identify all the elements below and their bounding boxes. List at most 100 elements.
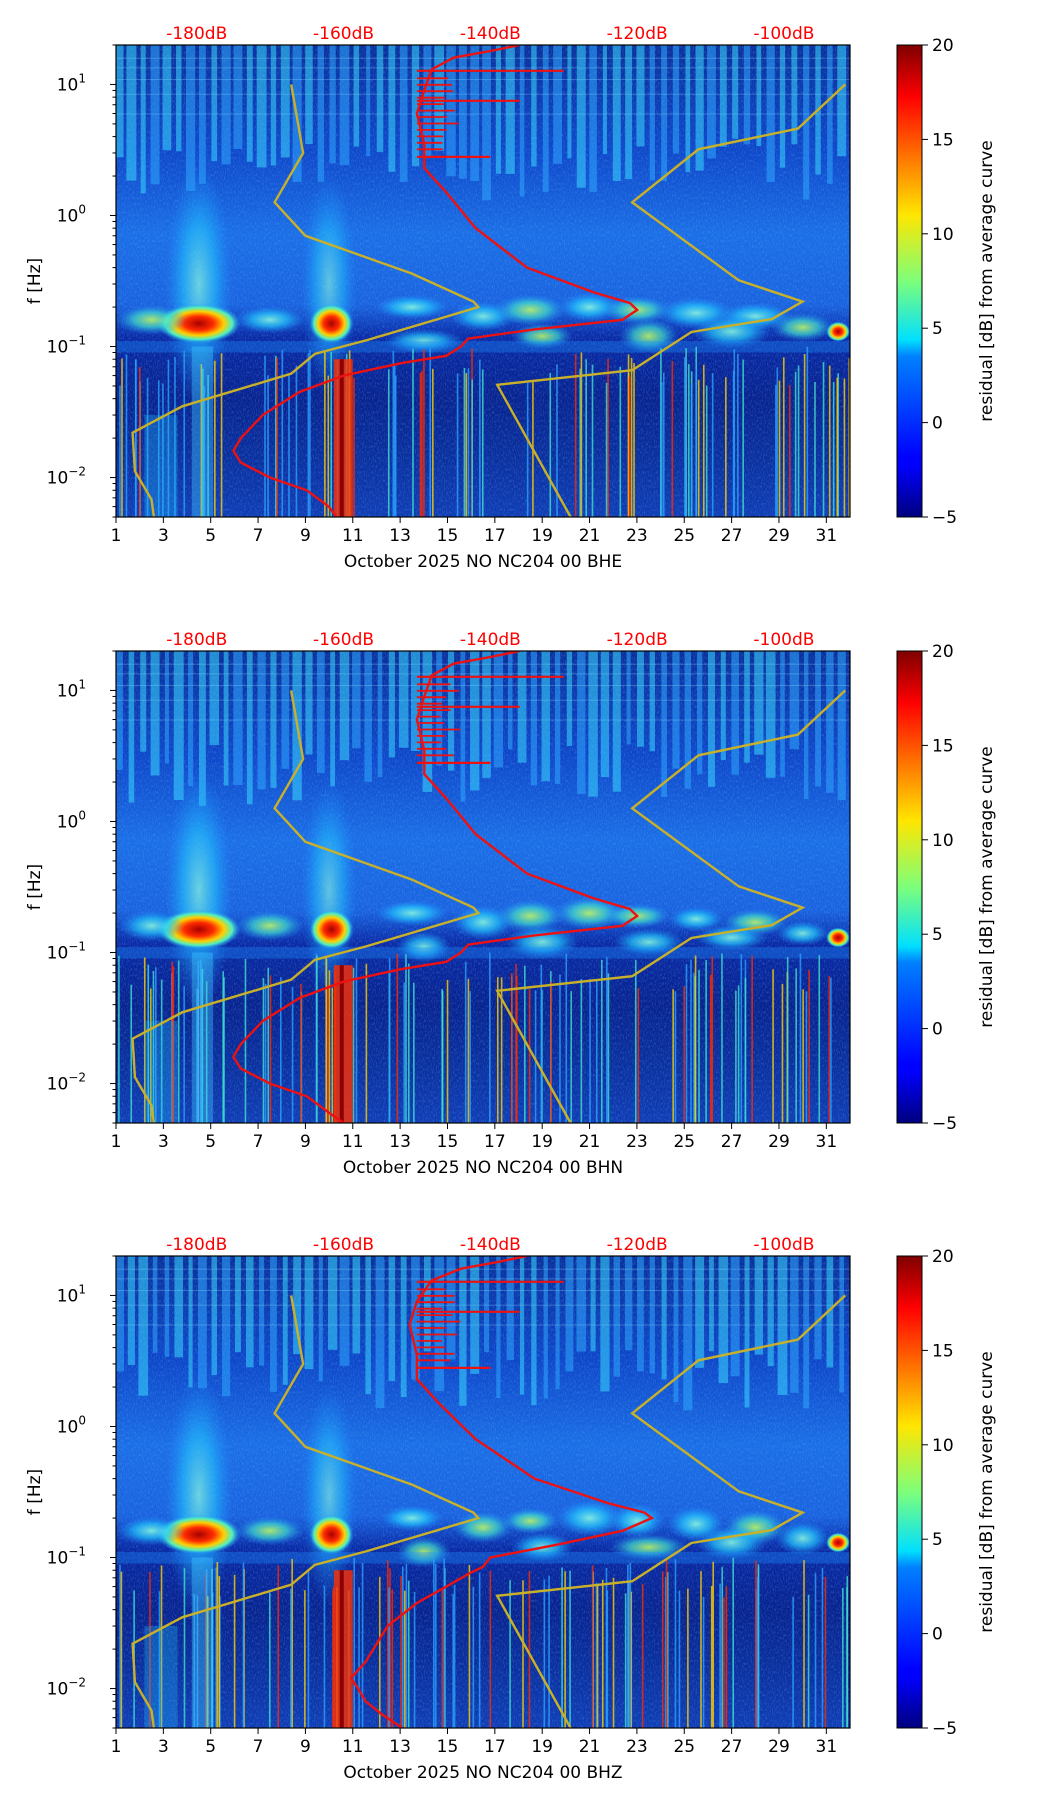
transient-spike <box>267 967 270 1123</box>
microseism-patch <box>453 1511 513 1544</box>
hf-line <box>116 1324 850 1326</box>
hf-streak <box>576 1256 587 1352</box>
hf-streak <box>140 45 146 194</box>
hf-streak <box>459 1256 467 1406</box>
transient-spike <box>665 1559 668 1728</box>
hf-streak <box>211 45 218 162</box>
transient-spike <box>661 1571 664 1728</box>
transient-spike <box>721 1567 724 1728</box>
transient-spike <box>244 958 247 1123</box>
transient-spike <box>528 989 531 1123</box>
transient-spike <box>400 1575 402 1728</box>
transient-spike <box>220 353 223 517</box>
transient-spike <box>591 1565 594 1728</box>
hf-streak <box>234 1256 241 1353</box>
transient-spike <box>167 359 170 517</box>
hf-streak <box>293 1256 302 1355</box>
hf-streak <box>470 651 480 791</box>
x-tick-label: 29 <box>768 526 790 546</box>
hf-line <box>116 1290 850 1292</box>
transient-spike <box>629 1562 632 1728</box>
transient-spike <box>697 379 700 517</box>
transient-spike <box>291 986 294 1123</box>
y-tick-label: 10−1 <box>47 1545 86 1569</box>
microseism-patch <box>618 318 679 354</box>
hf-streak <box>446 1256 456 1360</box>
transient-spike <box>211 1568 213 1728</box>
hf-streak <box>223 651 229 786</box>
transient-spike <box>737 985 740 1123</box>
transient-spike <box>316 955 318 1123</box>
hf-streak <box>754 651 764 755</box>
transient-spike <box>407 963 410 1123</box>
hf-streak <box>588 651 598 797</box>
transient-spike <box>803 1560 805 1728</box>
transient-spike <box>564 1571 566 1728</box>
transient-spike <box>818 955 821 1123</box>
db-top-label: -100dB <box>753 24 814 44</box>
colorbar-tick-label: −5 <box>932 508 957 528</box>
transient-spike <box>412 348 414 517</box>
hf-streak <box>482 45 491 201</box>
transient-spike <box>365 963 368 1123</box>
y-tick-label: 100 <box>57 202 86 226</box>
y-tick-exponent: −2 <box>68 1676 86 1690</box>
x-tick-label: 27 <box>721 1132 743 1152</box>
x-tick-label: 7 <box>253 526 264 546</box>
transient-spike <box>467 368 470 517</box>
microseism-patch <box>775 1521 830 1556</box>
hf-streak <box>162 45 172 151</box>
hf-line <box>116 1268 850 1270</box>
hf-line <box>116 93 850 95</box>
noise-plume <box>164 769 233 1010</box>
db-top-label: -100dB <box>753 1235 814 1255</box>
hf-streak <box>282 1256 288 1385</box>
hf-streak <box>626 651 631 745</box>
hf-streak <box>779 45 786 168</box>
transient-spike <box>674 991 677 1123</box>
transient-spike <box>423 349 425 517</box>
transient-spike <box>216 1562 219 1728</box>
transient-spike <box>387 369 390 517</box>
hf-streak <box>270 651 277 788</box>
transient-spike <box>606 956 608 1123</box>
hf-streak <box>541 651 550 782</box>
transient-spike <box>585 359 587 517</box>
db-top-label: -140dB <box>460 1235 521 1255</box>
transient-spike <box>441 1589 444 1728</box>
db-top-label: -120dB <box>607 630 668 650</box>
transient-spike <box>630 358 633 517</box>
transient-spike <box>471 379 473 517</box>
hf-streak <box>649 1256 655 1374</box>
hf-streak <box>246 45 253 162</box>
hf-streak <box>590 1256 596 1352</box>
x-tick-label: 17 <box>484 526 506 546</box>
colorbar-gradient <box>896 44 923 518</box>
transient-spike <box>264 355 266 517</box>
hf-streak <box>507 651 513 750</box>
transient-spike <box>328 970 331 1123</box>
transient-spike <box>569 1570 571 1728</box>
hf-streak <box>257 651 266 790</box>
hf-streak <box>815 651 821 787</box>
hf-streak <box>780 651 785 777</box>
hf-line <box>116 79 850 81</box>
hf-streak <box>188 651 194 786</box>
transient-spike <box>846 1576 849 1728</box>
hf-streak <box>164 1256 170 1357</box>
transient-spike <box>387 1560 389 1728</box>
transient-spike <box>719 1583 721 1728</box>
plot-frame <box>115 1255 851 1729</box>
colorbar-label: residual [dB] from average curve <box>977 746 997 1027</box>
hf-streak <box>707 45 716 159</box>
transient-spike <box>309 349 311 517</box>
transient-spike <box>725 1585 728 1728</box>
event-column <box>191 1557 214 1728</box>
transient-spike <box>711 956 714 1123</box>
microseism-patch <box>556 1500 623 1537</box>
hf-streak <box>388 651 395 758</box>
hf-streak <box>636 45 645 147</box>
transient-spike <box>196 988 198 1123</box>
transient-spike <box>803 354 806 517</box>
microseism-band <box>116 947 850 959</box>
